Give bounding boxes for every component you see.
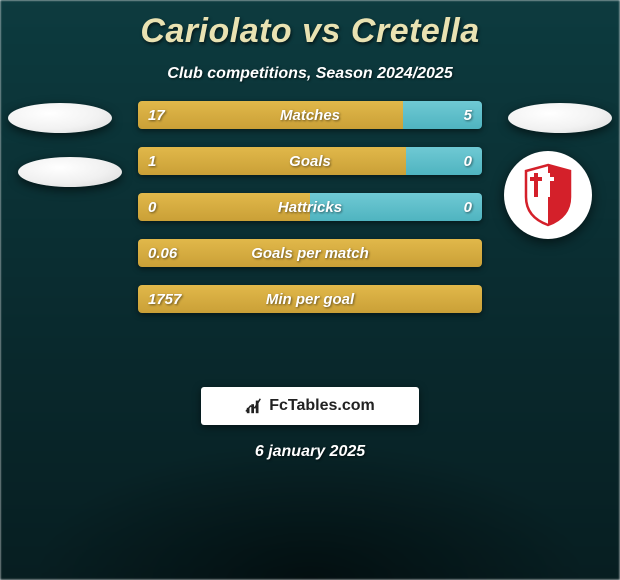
page-title: Cariolato vs Cretella [0, 12, 620, 51]
stat-label: Min per goal [138, 285, 482, 313]
stat-label: Goals per match [138, 239, 482, 267]
footer-logo-text: FcTables.com [269, 397, 375, 415]
left-player-avatar-2 [18, 157, 122, 187]
right-player-avatar [508, 103, 612, 133]
left-player-avatar-1 [8, 103, 112, 133]
chart-bars-icon [245, 397, 263, 415]
stat-row: 0.06Goals per match [138, 239, 482, 267]
content-wrap: Cariolato vs Cretella Club competitions,… [0, 0, 620, 580]
shield-icon [522, 163, 574, 227]
stat-row: 175Matches [138, 101, 482, 129]
stat-bars: 175Matches 10Goals 00Hattricks 0.06Goals pe… [138, 101, 482, 331]
comparison-area: 175Matches10Goals00Hattricks0.06Goals pe… [0, 109, 620, 369]
footer-date: 6 january 2025 [0, 443, 620, 461]
stat-row: 1757Min per goal [138, 285, 482, 313]
stat-label: Goals [138, 147, 482, 175]
stat-row: 10Goals [138, 147, 482, 175]
stat-label: Matches [138, 101, 482, 129]
footer-logo: FcTables.com [201, 387, 419, 425]
page-subtitle: Club competitions, Season 2024/2025 [0, 65, 620, 83]
right-club-crest [504, 151, 592, 239]
stat-label: Hattricks [138, 193, 482, 221]
stat-row: 00Hattricks [138, 193, 482, 221]
